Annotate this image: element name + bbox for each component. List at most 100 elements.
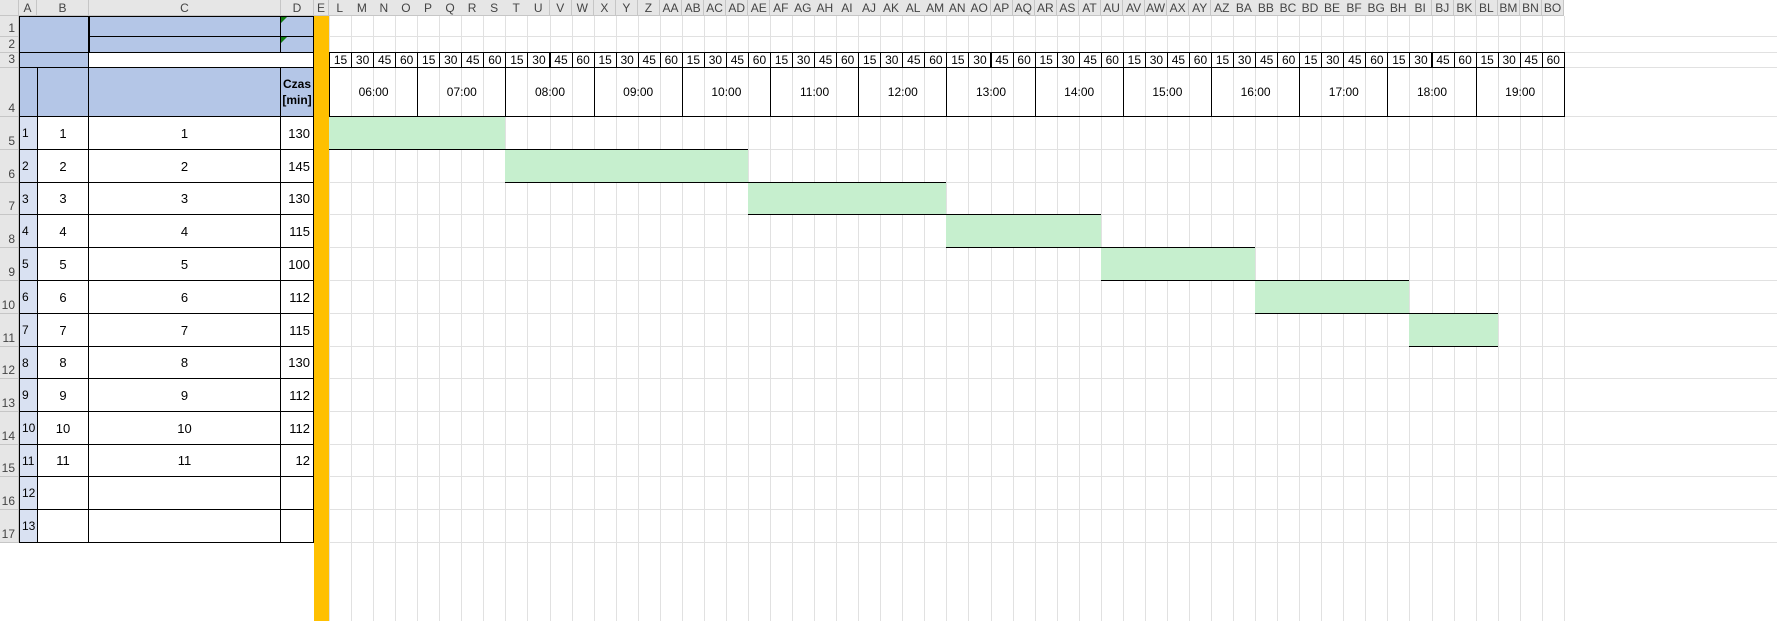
hour-label[interactable]: 18:00 <box>1387 67 1477 117</box>
column-header-a[interactable]: A <box>19 0 37 16</box>
column-header-bh[interactable]: BH <box>1387 0 1410 16</box>
cell-zlecenie[interactable]: 4 <box>88 214 281 248</box>
quarter-label[interactable]: 30 <box>1321 52 1345 68</box>
quarter-label[interactable]: 45 <box>1343 52 1367 68</box>
column-header-p[interactable]: P <box>417 0 440 16</box>
quarter-label[interactable]: 30 <box>968 52 992 68</box>
quarter-label[interactable]: 30 <box>703 52 727 68</box>
cell-zlecenie[interactable]: 6 <box>88 280 281 314</box>
quarter-label[interactable]: 60 <box>747 52 771 68</box>
column-header-q[interactable]: Q <box>439 0 462 16</box>
hour-label[interactable]: 07:00 <box>417 67 507 117</box>
column-header-al[interactable]: AL <box>902 0 925 16</box>
cell-lp[interactable]: 6 <box>19 280 38 314</box>
row-header-4[interactable]: 4 <box>0 68 19 117</box>
column-header-af[interactable]: AF <box>770 0 793 16</box>
gantt-bar-row-1[interactable] <box>329 116 506 150</box>
quarter-label[interactable]: 60 <box>1100 52 1124 68</box>
quarter-label[interactable]: 30 <box>1144 52 1168 68</box>
column-header-ad[interactable]: AD <box>725 0 749 16</box>
quarter-label[interactable]: 45 <box>1255 52 1279 68</box>
row-header-7[interactable]: 7 <box>0 183 19 215</box>
cell-lp[interactable]: 1 <box>19 116 38 150</box>
column-header-o[interactable]: O <box>395 0 418 16</box>
column-header-ax[interactable]: AX <box>1166 0 1190 16</box>
hour-label[interactable]: 17:00 <box>1299 67 1389 117</box>
quarter-label[interactable]: 45 <box>1166 52 1190 68</box>
cell-zlecenie[interactable]: 8 <box>88 346 281 379</box>
column-header-bb[interactable]: BB <box>1255 0 1278 16</box>
row-header-14[interactable]: 14 <box>0 412 19 445</box>
gantt-bar-row-5[interactable] <box>1100 247 1256 281</box>
cell-priorytet[interactable]: 6 <box>37 280 89 314</box>
cell-czas[interactable]: 130 <box>280 182 314 215</box>
column-header-au[interactable]: AU <box>1100 0 1124 16</box>
cell-lp[interactable]: 7 <box>19 313 38 347</box>
quarter-label[interactable]: 30 <box>1233 52 1257 68</box>
column-header-ap[interactable]: AP <box>990 0 1014 16</box>
cell-zlecenie[interactable]: 10 <box>88 411 281 445</box>
column-header-t[interactable]: T <box>505 0 528 16</box>
quarter-label[interactable]: 15 <box>1299 52 1323 68</box>
cell-priorytet[interactable]: 4 <box>37 214 89 248</box>
column-header-bc[interactable]: BC <box>1277 0 1300 16</box>
column-header-v[interactable]: V <box>549 0 573 16</box>
quarter-label[interactable]: 15 <box>770 52 794 68</box>
quarter-label[interactable]: 45 <box>814 52 838 68</box>
column-header-at[interactable]: AT <box>1078 0 1102 16</box>
column-header-x[interactable]: X <box>593 0 617 16</box>
quarter-label[interactable]: 60 <box>659 52 683 68</box>
column-header-ah[interactable]: AH <box>814 0 837 16</box>
column-header-ao[interactable]: AO <box>968 0 991 16</box>
hour-label[interactable]: 09:00 <box>593 67 683 117</box>
cell-zlecenie[interactable]: 2 <box>88 149 281 183</box>
column-header-ag[interactable]: AG <box>792 0 815 16</box>
cell-czas[interactable]: 145 <box>280 149 314 183</box>
row-header-17[interactable]: 17 <box>0 510 19 543</box>
cell-priorytet[interactable]: 9 <box>37 378 89 412</box>
cell-czas[interactable]: 112 <box>280 378 314 412</box>
quarter-label[interactable]: 30 <box>527 52 551 68</box>
cell-lp[interactable]: 8 <box>19 346 38 379</box>
cell-czas[interactable]: 130 <box>280 116 314 150</box>
column-header-av[interactable]: AV <box>1122 0 1146 16</box>
cell-czas[interactable]: 115 <box>280 313 314 347</box>
column-header-bl[interactable]: BL <box>1475 0 1499 16</box>
row-header-11[interactable]: 11 <box>0 314 19 347</box>
row-header-10[interactable]: 10 <box>0 281 19 314</box>
column-header-bj[interactable]: BJ <box>1431 0 1455 16</box>
cell-zlecenie[interactable]: 1 <box>88 116 281 150</box>
row-header-3[interactable]: 3 <box>0 52 19 68</box>
hour-label[interactable]: 06:00 <box>329 67 419 117</box>
cell-lp[interactable]: 10 <box>19 411 38 445</box>
cell-czas[interactable]: 115 <box>280 214 314 248</box>
gantt-bar-row-7[interactable] <box>1409 313 1498 347</box>
column-header-ai[interactable]: AI <box>836 0 859 16</box>
cell-czas[interactable]: 130 <box>280 346 314 379</box>
cell-czas[interactable]: 112 <box>280 280 314 314</box>
quarter-label[interactable]: 60 <box>1277 52 1301 68</box>
quarter-label[interactable]: 60 <box>395 52 419 68</box>
column-header-z[interactable]: Z <box>637 0 661 16</box>
cell-czas[interactable]: 12 <box>280 444 314 477</box>
cell-lp[interactable]: 11 <box>19 444 38 477</box>
cell-lp[interactable]: 12 <box>19 476 38 510</box>
hour-label[interactable]: 19:00 <box>1475 67 1565 117</box>
hour-label[interactable]: 13:00 <box>946 67 1036 117</box>
cell-zlecenie[interactable] <box>88 509 281 543</box>
gantt-bar-row-3[interactable] <box>747 182 947 215</box>
quarter-label[interactable]: 45 <box>549 52 573 68</box>
column-header-aa[interactable]: AA <box>659 0 683 16</box>
column-header-bg[interactable]: BG <box>1365 0 1388 16</box>
column-header-ar[interactable]: AR <box>1034 0 1058 16</box>
column-header-l[interactable]: L <box>329 0 352 16</box>
quarter-label[interactable]: 45 <box>1078 52 1102 68</box>
start-value[interactable] <box>88 52 314 68</box>
quarter-label[interactable]: 15 <box>417 52 441 68</box>
column-header-aw[interactable]: AW <box>1144 0 1168 16</box>
quarter-label[interactable]: 15 <box>858 52 882 68</box>
quarter-label[interactable]: 30 <box>1409 52 1433 68</box>
column-header-e[interactable]: E <box>314 0 329 16</box>
quarter-label[interactable]: 30 <box>615 52 639 68</box>
